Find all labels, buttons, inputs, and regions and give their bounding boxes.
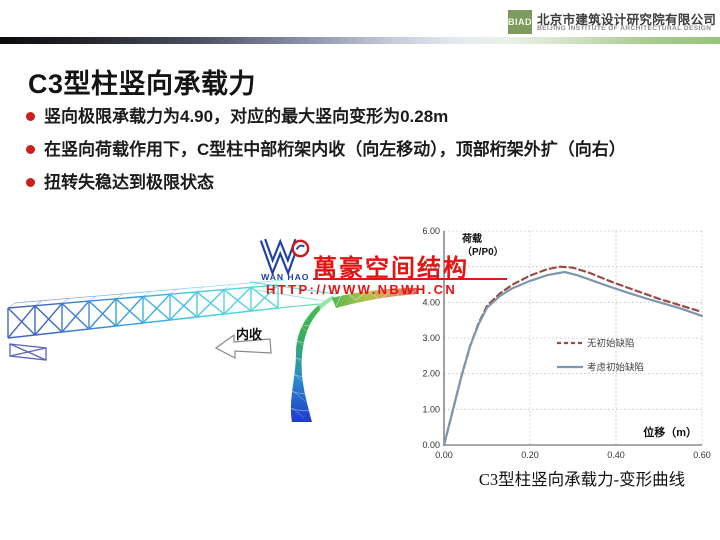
- company-name-cn: 北京市建筑设计研究院有限公司: [537, 13, 717, 27]
- y-axis-title: 荷载: [461, 232, 482, 245]
- x-tick-label: 0.40: [607, 450, 625, 460]
- inward-arrow-icon: [214, 333, 272, 359]
- biad-logo: BIAD: [508, 10, 532, 34]
- watermark-underline: [313, 278, 507, 280]
- bullet-dot-icon: [26, 112, 35, 121]
- legend-label: 无初始缺陷: [587, 338, 635, 350]
- bullet-list: 竖向极限承载力为4.90，对应的最大竖向变形为0.28m 在竖向荷载作用下，C型柱…: [26, 106, 712, 205]
- biad-logo-text: BIAD: [508, 17, 532, 27]
- y-tick-label: 1.00: [422, 404, 440, 414]
- watermark-url-text: HTTP://WWW.NBWH.CN: [266, 282, 458, 297]
- bullet-text: 竖向极限承载力为4.90，对应的最大竖向变形为0.28m: [44, 107, 449, 126]
- series-dashed: [442, 265, 704, 447]
- y-tick-label: 3.00: [422, 333, 440, 343]
- bullet-text: 在竖向荷载作用下，C型柱中部桁架内收（向左移动），顶部桁架外扩（向右）: [44, 140, 626, 159]
- slide-header: BIAD 北京市建筑设计研究院有限公司 BEIJING INSTITUTE OF…: [0, 0, 720, 46]
- y-tick-label: 5.00: [422, 262, 440, 272]
- page-title: C3型柱竖向承载力: [28, 69, 257, 99]
- y-tick-label: 6.00: [422, 226, 440, 236]
- x-tick-label: 0.00: [435, 450, 453, 460]
- legend-label: 考虑初始缺陷: [587, 362, 644, 374]
- company-name-en: BEIJING INSTITUTE OF ARCHITECTURAL DESIG…: [537, 25, 712, 32]
- bullet-item: 竖向极限承载力为4.90，对应的最大竖向变形为0.28m: [26, 106, 712, 127]
- y-axis-title: （P/P0）: [462, 245, 504, 258]
- bullet-dot-icon: [26, 178, 35, 187]
- x-tick-label: 0.20: [521, 450, 539, 460]
- fem-model-illustration: [7, 279, 418, 422]
- load-displacement-chart: 0.00 1.00 2.00 3.00 4.00 5.00 6.00 0.00 0.20 0.40…: [422, 226, 711, 460]
- x-axis-title: 位移（m）: [643, 425, 697, 439]
- y-tick-label: 4.00: [422, 297, 440, 307]
- wanhao-logo-text: WAN HAO: [261, 272, 309, 282]
- bullet-item: 扭转失稳达到极限状态: [26, 172, 712, 193]
- wanhao-logo-icon: WAN HAO: [259, 238, 310, 282]
- watermark-brand-text: 萬豪空间结构: [313, 255, 469, 282]
- bullet-item: 在竖向荷载作用下，C型柱中部桁架内收（向左移动），顶部桁架外扩（向右）: [26, 139, 712, 160]
- y-tick-label: 2.00: [422, 369, 440, 379]
- inward-arrow-label: 内收: [236, 327, 263, 342]
- x-tick-label: 0.60: [693, 450, 711, 460]
- bullet-text: 扭转失稳达到极限状态: [44, 173, 214, 192]
- bullet-dot-icon: [26, 145, 35, 154]
- chart-caption: C3型柱竖向承载力-变形曲线: [478, 470, 686, 489]
- header-gradient-divider: [0, 37, 720, 44]
- y-tick-label: 0.00: [422, 440, 440, 450]
- series-solid: [442, 270, 704, 447]
